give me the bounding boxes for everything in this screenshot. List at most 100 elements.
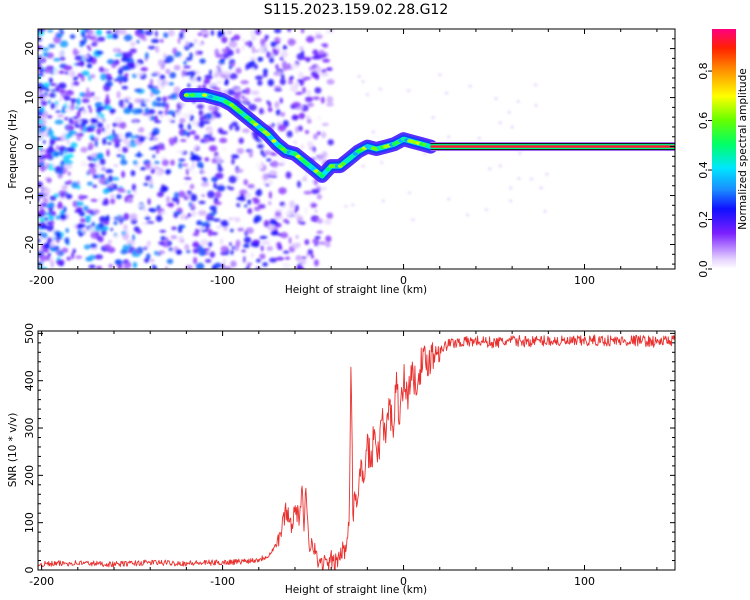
noise-speck bbox=[86, 126, 95, 132]
noise-speck bbox=[265, 35, 269, 39]
noise-speck bbox=[280, 112, 286, 117]
noise-speck bbox=[114, 53, 123, 57]
noise-speck bbox=[212, 218, 221, 222]
ridge-bead bbox=[310, 166, 316, 171]
noise-speck bbox=[186, 168, 189, 176]
noise-speck bbox=[81, 31, 86, 38]
noise-speck bbox=[185, 40, 189, 47]
noise-speck bbox=[267, 107, 273, 113]
noise-speck bbox=[325, 102, 335, 107]
noise-speck bbox=[124, 195, 129, 203]
noise-speck bbox=[40, 167, 46, 172]
noise-speck bbox=[192, 242, 200, 248]
noise-speck bbox=[516, 100, 520, 103]
noise-speck bbox=[145, 221, 155, 224]
noise-speck bbox=[110, 198, 116, 205]
noise-speck bbox=[140, 103, 147, 107]
noise-speck bbox=[213, 87, 221, 91]
noise-speck bbox=[204, 157, 210, 162]
noise-speck bbox=[185, 264, 193, 269]
noise-speck bbox=[196, 76, 201, 82]
noise-speck bbox=[144, 29, 153, 36]
noise-speck bbox=[220, 245, 229, 253]
noise-speck bbox=[149, 163, 156, 170]
noise-speck bbox=[88, 264, 96, 269]
noise-speck bbox=[268, 170, 278, 176]
noise-speck bbox=[312, 238, 320, 245]
noise-speck bbox=[184, 243, 190, 251]
noise-speck bbox=[231, 154, 240, 159]
noise-speck bbox=[79, 43, 84, 48]
colorbar: 0.0 0.2 0.4 0.6 0.8 Normalized spectral ampl… bbox=[697, 29, 749, 278]
noise-speck bbox=[261, 240, 271, 245]
noise-speck bbox=[315, 72, 319, 81]
noise-speck bbox=[172, 47, 178, 55]
noise-speck bbox=[243, 204, 248, 208]
ridge-bead bbox=[304, 161, 310, 166]
noise-speck bbox=[378, 87, 382, 91]
noise-speck bbox=[82, 54, 89, 59]
noise-speck bbox=[123, 224, 128, 231]
noise-speck bbox=[161, 184, 165, 191]
noise-speck bbox=[294, 126, 299, 134]
noise-speck bbox=[130, 169, 136, 177]
noise-speck bbox=[207, 228, 213, 237]
noise-speck bbox=[247, 262, 253, 266]
noise-speck bbox=[122, 233, 130, 241]
y-tick-label: 500 bbox=[23, 323, 36, 344]
ridge-bead bbox=[247, 117, 253, 122]
noise-speck bbox=[189, 70, 197, 76]
x-tick-label: 100 bbox=[574, 575, 595, 588]
noise-speck bbox=[50, 135, 58, 140]
noise-speck bbox=[309, 66, 313, 71]
noise-speck bbox=[64, 160, 73, 165]
noise-speck bbox=[314, 87, 322, 94]
noise-speck bbox=[43, 67, 52, 74]
noise-speck bbox=[74, 55, 83, 61]
noise-speck bbox=[194, 134, 200, 140]
noise-speck bbox=[296, 180, 301, 188]
noise-speck bbox=[282, 44, 288, 51]
noise-speck bbox=[101, 127, 106, 133]
noise-speck bbox=[204, 137, 211, 143]
noise-speck bbox=[202, 120, 211, 124]
noise-speck bbox=[293, 140, 298, 144]
noise-speck bbox=[129, 142, 137, 148]
noise-speck bbox=[201, 194, 206, 198]
noise-speck bbox=[283, 63, 291, 71]
noise-speck bbox=[38, 73, 45, 77]
noise-speck bbox=[105, 214, 111, 222]
noise-speck bbox=[245, 63, 249, 71]
noise-speck bbox=[229, 73, 238, 80]
noise-speck bbox=[128, 243, 132, 247]
noise-speck bbox=[112, 122, 118, 128]
y-tick-label: 0 bbox=[23, 143, 36, 150]
noise-speck bbox=[49, 246, 56, 252]
noise-speck bbox=[160, 114, 164, 118]
noise-speck bbox=[64, 116, 69, 121]
noise-speck bbox=[296, 242, 301, 248]
noise-speck bbox=[291, 114, 299, 121]
noise-speck bbox=[124, 73, 129, 77]
noise-speck bbox=[187, 83, 191, 89]
noise-speck bbox=[139, 166, 147, 171]
noise-speck bbox=[117, 68, 123, 76]
noise-speck bbox=[56, 174, 64, 178]
noise-speck bbox=[306, 118, 312, 124]
noise-speck bbox=[95, 50, 104, 55]
noise-speck bbox=[59, 56, 66, 61]
noise-speck bbox=[216, 113, 222, 118]
colorbar-tick-label: 0.6 bbox=[697, 112, 710, 129]
noise-speck bbox=[214, 191, 222, 199]
noise-speck bbox=[78, 201, 84, 207]
ridge-bead bbox=[340, 161, 346, 166]
noise-speck bbox=[101, 119, 105, 123]
noise-speck bbox=[71, 252, 75, 260]
noise-speck bbox=[241, 95, 245, 100]
noise-speck bbox=[182, 130, 188, 136]
noise-speck bbox=[140, 67, 148, 72]
noise-speck bbox=[193, 38, 198, 44]
noise-speck bbox=[166, 258, 174, 265]
noise-speck bbox=[39, 217, 45, 223]
noise-speck bbox=[72, 50, 81, 54]
